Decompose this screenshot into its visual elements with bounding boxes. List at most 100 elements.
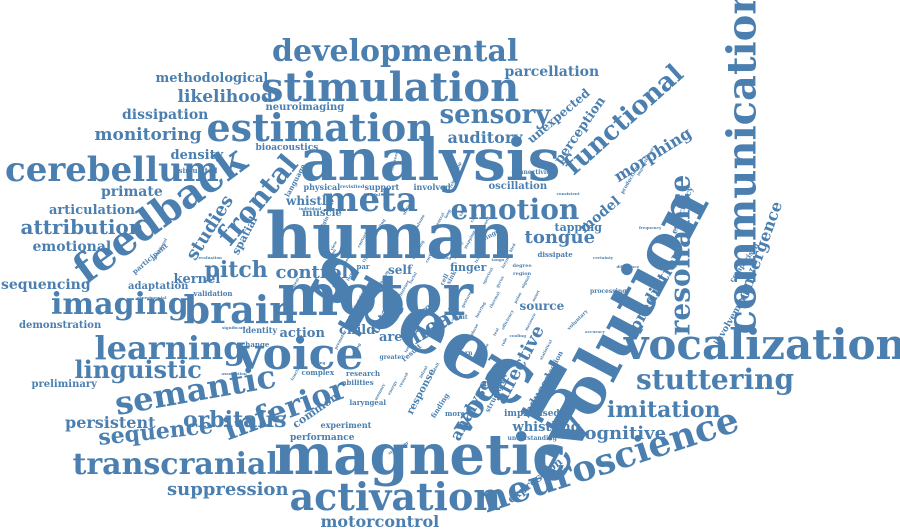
word-source: source	[519, 299, 565, 313]
word-self: self	[388, 263, 413, 277]
word-tongue: tongue	[524, 227, 596, 248]
word-imitation: imitation	[607, 397, 721, 423]
word-meta: meta	[322, 180, 418, 220]
word-degree: degree	[512, 262, 532, 269]
word-gyrus: gyrus	[494, 275, 505, 289]
word-emotional: emotional	[32, 239, 112, 255]
word-change: change	[241, 339, 270, 349]
word-region: region	[513, 270, 532, 277]
word-monitoring: monitoring	[94, 124, 202, 145]
word-motor: motor	[277, 261, 474, 329]
word-association: association	[221, 371, 247, 376]
word-parcellation: parcellation	[504, 64, 600, 80]
word-vocalization: vocalization	[624, 320, 900, 369]
word-analysis: analysis	[300, 126, 561, 194]
word-preliminary: preliminary	[31, 379, 97, 390]
word-laryngeal: laryngeal	[349, 397, 387, 407]
word-joint: joint	[452, 314, 468, 321]
word-stimulation: stimulation	[261, 64, 520, 111]
word-area: area	[379, 329, 411, 345]
word-learning: learning	[94, 329, 246, 367]
word-control: control	[275, 262, 349, 283]
word-involved: involved	[413, 182, 451, 192]
word-greater: greater	[379, 354, 405, 361]
word-persistent: persistent	[65, 413, 156, 432]
word-more: more	[445, 408, 466, 418]
word-whistle: whistle	[286, 194, 335, 208]
word-orbitalis: orbitalis	[183, 407, 287, 433]
word-performance: performance	[290, 432, 355, 443]
word-adaptation: adaptation	[128, 281, 189, 292]
word-cognitive: cognitive	[573, 423, 667, 444]
word-primate: primate	[101, 184, 163, 200]
word-pitch: pitch	[204, 257, 268, 283]
word-processing: processing	[590, 288, 627, 295]
word-bioacoustics: bioacoustics	[255, 142, 319, 153]
word-oscillation: oscillation	[488, 181, 548, 192]
word-experimental: experimental	[137, 295, 167, 300]
word-developmental: developmental	[272, 34, 519, 69]
word-neuroimaging: neuroimaging	[265, 102, 345, 113]
word-methodological: methodological	[155, 70, 269, 86]
word-experiment: experiment	[320, 420, 372, 430]
word-sensory: sensory	[439, 100, 551, 130]
word-articulation: articulation	[49, 202, 136, 218]
word-brain: brain	[183, 287, 297, 332]
word-simulated: simulated	[178, 165, 218, 175]
word-understanding: understanding	[507, 435, 557, 442]
word-whistling: whistling	[512, 419, 580, 435]
word-support: support	[364, 182, 400, 192]
word-motorcontrol: motorcontrol	[320, 512, 440, 530]
word-density: density	[170, 147, 224, 163]
word-certainty: certainty	[593, 255, 614, 260]
word-cooling: cooling	[509, 333, 527, 338]
word-dissipate: dissipate	[537, 249, 573, 259]
word-emotion: emotion	[450, 193, 580, 226]
word-par: par	[356, 261, 370, 271]
word-significant: significant	[222, 325, 246, 330]
word-imaging: imaging	[51, 287, 189, 322]
word-activation: activation	[289, 474, 501, 519]
word-magnetic: magnetic	[274, 422, 567, 488]
word-sequencing: sequencing	[1, 277, 91, 293]
word-likelihood: likelihood	[177, 86, 273, 107]
word-action: action	[279, 325, 325, 341]
word-kernel: kernel	[173, 271, 221, 287]
word-finger: finger	[450, 260, 487, 274]
word-accuracy: accuracy	[585, 329, 605, 334]
word-reward: reward	[397, 371, 410, 388]
word-consistent: consistent	[556, 191, 580, 196]
word-attribution: attribution	[20, 215, 144, 239]
word-human: human	[265, 199, 515, 274]
word-physical: physical	[303, 182, 341, 192]
word-demonstration: demonstration	[19, 320, 102, 331]
word-muscle: muscle	[302, 208, 342, 219]
word-validation: validation	[193, 288, 233, 298]
word-cerebellum: cerebellum	[5, 150, 219, 190]
word-transcranial: transcranial	[72, 447, 278, 482]
word-individual: individual	[299, 206, 322, 211]
word-difference: difference	[616, 264, 640, 269]
word-taking: taking	[311, 360, 326, 365]
word-research: research	[346, 368, 381, 378]
word-child: child	[339, 322, 376, 338]
word-signal: signal	[519, 274, 531, 289]
word-evaluation: evaluation	[198, 255, 222, 260]
word-dissipation: dissipation	[122, 107, 209, 123]
word-tango: tango	[491, 257, 505, 262]
word-stuttering: stuttering	[636, 363, 795, 396]
word-complex: complex	[301, 367, 335, 377]
word-faithful: faithful	[363, 192, 381, 197]
word-suppression: suppression	[167, 479, 289, 500]
word-connectivity: connectivity	[511, 169, 553, 176]
word-identity: identity	[242, 325, 278, 335]
word-auditory: auditory	[447, 128, 523, 147]
word-estimation: estimation	[206, 105, 434, 150]
word-pattern: pattern	[447, 350, 473, 357]
word-thermal: thermal	[488, 290, 501, 309]
word-linguistic: linguistic	[74, 355, 202, 384]
word-voice: voice	[237, 329, 364, 380]
word-revisited: revisited	[340, 183, 365, 190]
word-abilities: abilities	[342, 377, 374, 387]
